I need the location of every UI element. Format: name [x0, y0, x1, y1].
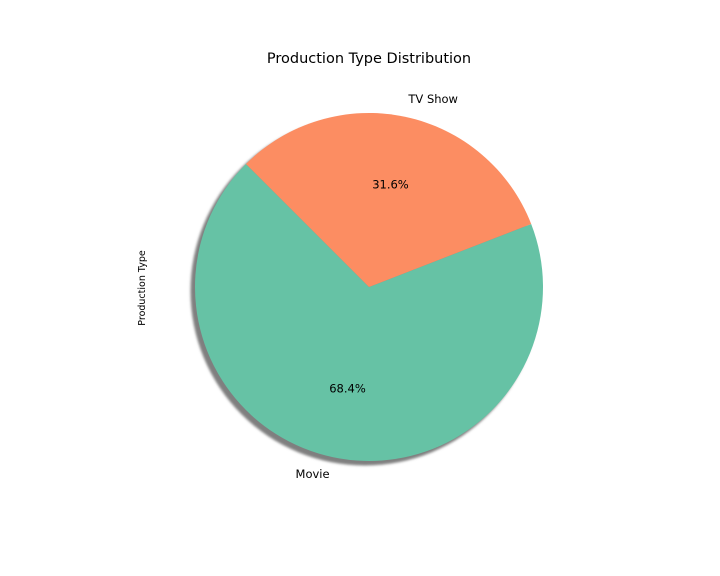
pie-labels: Movie 68.4% TV Show 31.6% [296, 92, 458, 481]
slice-label-tv-show: TV Show [407, 92, 458, 106]
slice-label-movie: Movie [296, 467, 330, 481]
y-axis-label: Production Type [137, 250, 148, 326]
percent-label-movie: 68.4% [329, 382, 366, 396]
chart-title: Production Type Distribution [267, 51, 471, 67]
pie-slice-movie [194, 163, 544, 462]
pie-slices [194, 113, 544, 462]
pie-slice-tv-show [245, 113, 532, 287]
percent-label-tv-show: 31.6% [372, 177, 409, 191]
